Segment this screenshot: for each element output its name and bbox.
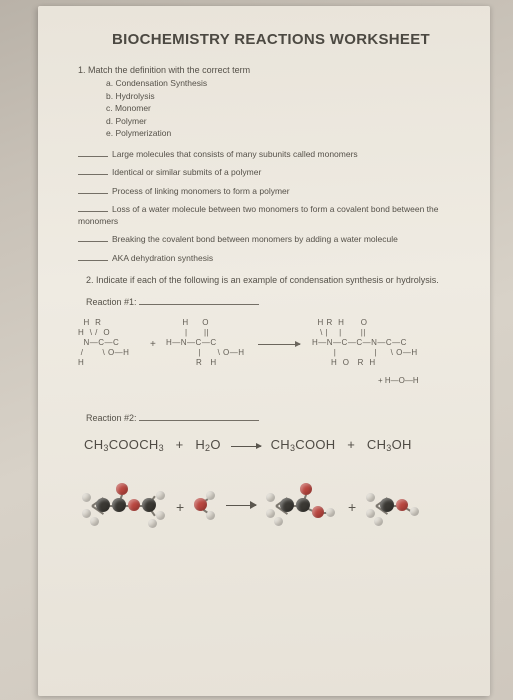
q1-prompt: 1. Match the definition with the correct… [78,64,464,76]
blank-2[interactable] [78,166,108,175]
plus-icon: + [150,338,156,352]
reaction-2-blank[interactable] [139,412,259,421]
monomer-1: H R H \ / O N—C—C / \ O—H H [78,318,129,368]
blank-6[interactable] [78,252,108,261]
dipeptide: H R H O \ | | || H—N—C—C—N—C—C | | \ O—H… [312,318,418,368]
term-b: b. Hydrolysis [106,91,464,102]
arrow-icon [258,344,300,345]
worksheet-paper: BIOCHEMISTRY REACTIONS WORKSHEET 1. Matc… [38,6,490,696]
page-title: BIOCHEMISTRY REACTIONS WORKSHEET [78,30,464,50]
blank-4[interactable] [78,203,108,212]
arrow-icon [226,505,256,507]
term-e: e. Polymerization [106,128,464,139]
def-5: Breaking the covalent bond between monom… [112,234,398,244]
water-byproduct: + H—O—H [378,376,419,387]
reaction-1-blank[interactable] [139,296,259,305]
reaction-2-formula: CH3COOCH3 + H2O CH3COOH + CH3OH [84,436,464,454]
reaction-1-structures: H R H \ / O N—C—C / \ O—H H + H O | || H… [78,314,464,394]
blank-3[interactable] [78,185,108,194]
reaction-2-models: + [78,465,464,555]
term-a: a. Condensation Synthesis [106,78,464,89]
term-d: d. Polymer [106,116,464,127]
desk-surface: BIOCHEMISTRY REACTIONS WORKSHEET 1. Matc… [0,0,513,700]
term-list: a. Condensation Synthesis b. Hydrolysis … [106,78,464,139]
plus-icon: + [348,498,356,517]
q2-prompt: 2. Indicate if each of the following is … [86,274,464,286]
def-3: Process of linking monomers to form a po… [112,186,290,196]
reaction-1-label: Reaction #1: [86,296,464,308]
def-4: Loss of a water molecule between two mon… [78,204,439,225]
def-1: Large molecules that consists of many su… [112,149,358,159]
term-c: c. Monomer [106,103,464,114]
blank-1[interactable] [78,148,108,157]
arrow-icon [231,446,261,447]
plus-icon: + [176,498,184,517]
def-2: Identical or similar submits of a polyme… [112,167,261,177]
reaction-2-label: Reaction #2: [86,412,464,424]
def-6: AKA dehydration synthesis [112,253,213,263]
definitions: Large molecules that consists of many su… [78,148,464,264]
monomer-2: H O | || H—N—C—C | \ O—H R H [166,318,245,368]
blank-5[interactable] [78,233,108,242]
